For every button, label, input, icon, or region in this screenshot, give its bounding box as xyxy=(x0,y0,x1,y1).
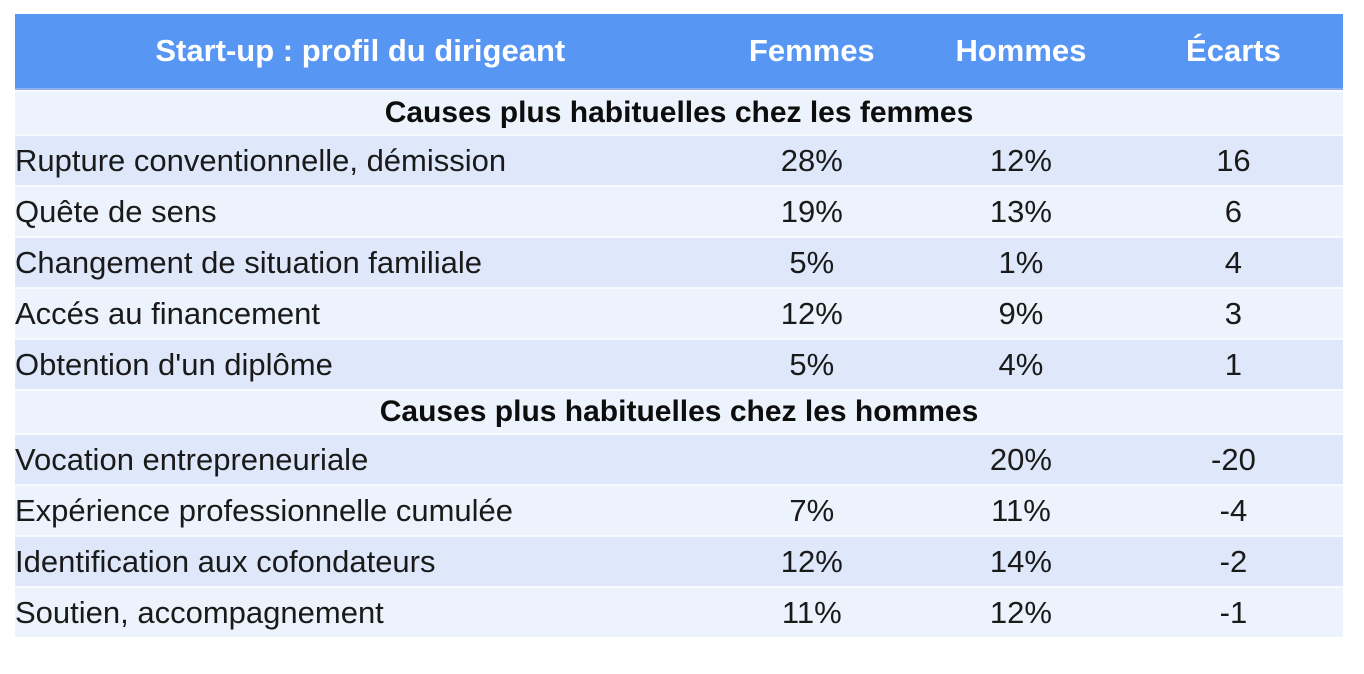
cell-hommes: 9% xyxy=(918,287,1124,338)
cell-ecart: 6 xyxy=(1123,185,1343,236)
cell-hommes: 12% xyxy=(918,586,1124,637)
cell-hommes: 13% xyxy=(918,185,1124,236)
section-title: Causes plus habituelles chez les hommes xyxy=(15,389,1343,433)
founder-profile-table: Start-up : profil du dirigeant Femmes Ho… xyxy=(15,14,1343,637)
cell-hommes: 11% xyxy=(918,484,1124,535)
row-label: Soutien, accompagnement xyxy=(15,586,706,637)
table-page: Start-up : profil du dirigeant Femmes Ho… xyxy=(15,14,1343,659)
cell-hommes: 20% xyxy=(918,433,1124,484)
cell-femmes: 19% xyxy=(705,185,919,236)
cell-ecart: 1 xyxy=(1123,338,1343,389)
section-header-row: Causes plus habituelles chez les hommes xyxy=(15,389,1343,433)
table-row: Obtention d'un diplôme 5% 4% 1 xyxy=(15,338,1343,389)
col-header-ecarts: Écarts xyxy=(1123,14,1343,90)
cell-hommes: 12% xyxy=(918,134,1124,185)
row-label: Identification aux cofondateurs xyxy=(15,535,706,586)
table-body: Causes plus habituelles chez les femmes R… xyxy=(15,90,1343,637)
row-label: Rupture conventionnelle, démission xyxy=(15,134,706,185)
table-row: Soutien, accompagnement 11% 12% -1 xyxy=(15,586,1343,637)
cell-femmes xyxy=(705,433,919,484)
cell-femmes: 11% xyxy=(705,586,919,637)
table-row: Rupture conventionnelle, démission 28% 12%… xyxy=(15,134,1343,185)
section-header-row: Causes plus habituelles chez les femmes xyxy=(15,90,1343,134)
col-header-hommes: Hommes xyxy=(918,14,1124,90)
section-title: Causes plus habituelles chez les femmes xyxy=(15,90,1343,134)
cell-ecart: -4 xyxy=(1123,484,1343,535)
cell-ecart: -20 xyxy=(1123,433,1343,484)
cell-femmes: 5% xyxy=(705,338,919,389)
cell-femmes: 7% xyxy=(705,484,919,535)
header-row: Start-up : profil du dirigeant Femmes Ho… xyxy=(15,14,1343,90)
cell-ecart: 4 xyxy=(1123,236,1343,287)
table-row: Quête de sens 19% 13% 6 xyxy=(15,185,1343,236)
row-label: Vocation entrepreneuriale xyxy=(15,433,706,484)
cell-ecart: -2 xyxy=(1123,535,1343,586)
cell-ecart: -1 xyxy=(1123,586,1343,637)
table-title: Start-up : profil du dirigeant xyxy=(15,14,706,90)
cell-femmes: 5% xyxy=(705,236,919,287)
cell-femmes: 12% xyxy=(705,287,919,338)
cell-hommes: 14% xyxy=(918,535,1124,586)
table-row: Accés au financement 12% 9% 3 xyxy=(15,287,1343,338)
table-row: Identification aux cofondateurs 12% 14% -2 xyxy=(15,535,1343,586)
row-label: Expérience professionnelle cumulée xyxy=(15,484,706,535)
cell-ecart: 16 xyxy=(1123,134,1343,185)
cell-hommes: 1% xyxy=(918,236,1124,287)
row-label: Changement de situation familiale xyxy=(15,236,706,287)
col-header-femmes: Femmes xyxy=(705,14,919,90)
row-label: Quête de sens xyxy=(15,185,706,236)
cell-ecart: 3 xyxy=(1123,287,1343,338)
row-label: Accés au financement xyxy=(15,287,706,338)
cell-femmes: 12% xyxy=(705,535,919,586)
cell-femmes: 28% xyxy=(705,134,919,185)
row-label: Obtention d'un diplôme xyxy=(15,338,706,389)
table-row: Vocation entrepreneuriale 20% -20 xyxy=(15,433,1343,484)
table-row: Changement de situation familiale 5% 1% 4 xyxy=(15,236,1343,287)
cell-hommes: 4% xyxy=(918,338,1124,389)
table-row: Expérience professionnelle cumulée 7% 11% -… xyxy=(15,484,1343,535)
